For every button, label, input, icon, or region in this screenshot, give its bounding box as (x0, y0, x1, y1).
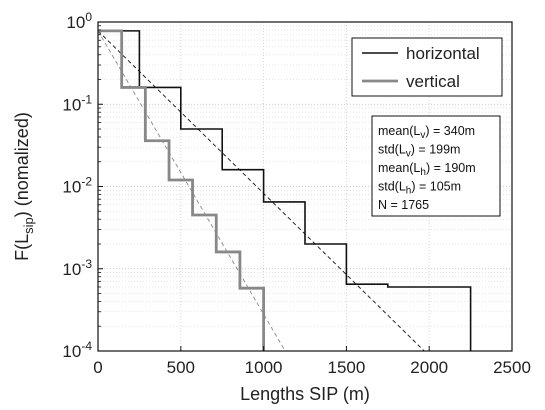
legend: horizontal vertical (351, 37, 503, 97)
stat-std-v: std(Lv) = 199m (378, 143, 460, 160)
x-tick-label: 2000 (410, 358, 448, 377)
y-tick-label: 100 (66, 10, 92, 32)
x-tick-label: 0 (93, 358, 102, 377)
legend-box (351, 37, 503, 97)
x-axis-ticks: 0 500 1000 1500 2000 2500 (93, 346, 531, 377)
stat-std-h: std(Lh) = 105m (378, 180, 461, 197)
legend-label: horizontal (406, 44, 480, 63)
x-tick-label: 1500 (327, 358, 365, 377)
legend-label: vertical (406, 72, 460, 91)
x-tick-label: 2500 (493, 358, 531, 377)
stat-n: N = 1765 (378, 198, 429, 212)
series-horizontal-line (98, 30, 472, 351)
x-tick-label: 500 (167, 358, 195, 377)
y-axis-ticks: 100 10-1 10-2 10-3 10-4 (62, 10, 103, 361)
fit-line-1 (97, 30, 425, 352)
y-axis-label: F(Lsip) (nomalized) (12, 112, 36, 261)
stat-mean-v: mean(Lv) = 340m (378, 124, 475, 141)
x-tick-label: 1000 (245, 358, 283, 377)
series-lines (98, 29, 472, 351)
series-vertical-line (98, 29, 265, 351)
stats-box-frame (371, 115, 501, 217)
x-axis-label: Lengths SIP (m) (240, 384, 370, 404)
y-tick-label: 10-3 (62, 257, 92, 279)
stat-mean-h: mean(Lh) = 190m (378, 161, 476, 178)
y-tick-label: 10-4 (62, 339, 92, 361)
y-tick-label: 10-1 (62, 92, 92, 114)
y-tick-label: 10-2 (62, 175, 92, 197)
